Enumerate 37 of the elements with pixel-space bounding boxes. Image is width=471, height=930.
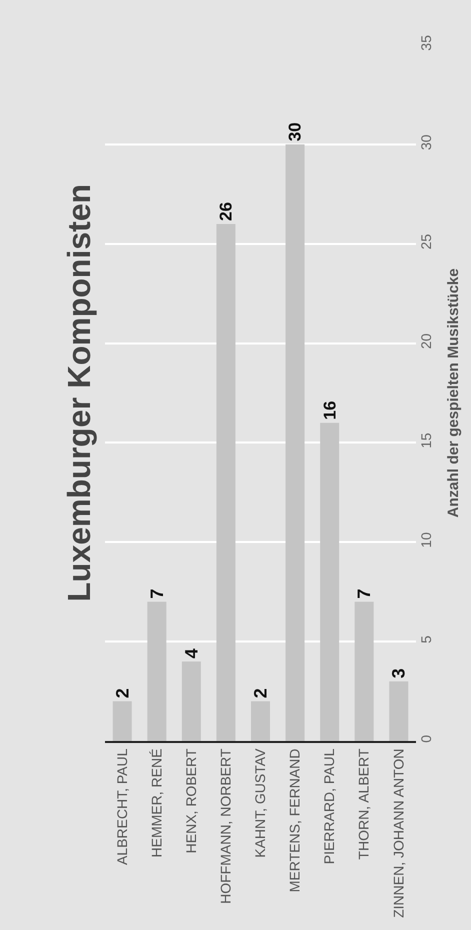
y-tick-label: 35: [418, 34, 434, 51]
y-tick-label: 30: [418, 134, 434, 150]
y-tick-label: 5: [418, 635, 434, 644]
x-tick-label: MERTENS, FERNAND: [286, 748, 303, 892]
bar: [147, 602, 166, 741]
data-label: 30: [286, 122, 305, 142]
y-tick-label: 10: [418, 532, 434, 548]
data-label: 7: [146, 588, 167, 599]
data-label: 26: [216, 202, 236, 221]
x-tick-label: HOFFMANN, NORBERT: [217, 748, 234, 904]
text: Luxemburger Komponisten: [60, 184, 97, 602]
data-label: 4: [181, 648, 202, 658]
x-tick-label: THORN, ALBERT: [356, 748, 372, 860]
y-tick-label: 25: [418, 234, 434, 250]
bar: [354, 602, 374, 741]
data-label: 16: [320, 400, 340, 420]
bar: [286, 144, 305, 741]
x-tick-label: HENX, ROBERT: [182, 748, 199, 854]
bar: [320, 422, 340, 741]
bar: [251, 701, 270, 741]
data-label: 2: [250, 688, 270, 698]
bar: [112, 701, 132, 741]
x-tick-label: PIERRARD, PAUL: [321, 748, 338, 864]
y-tick-label: 15: [418, 432, 434, 448]
x-tick-label: HEMMER, RENÉ: [148, 748, 164, 858]
y-axis-title: Anzahl der gespielten Musikstücke: [445, 268, 462, 518]
x-tick-label: ALBRECHT, PAUL: [114, 748, 130, 866]
bar: [182, 661, 201, 741]
data-label: 3: [388, 668, 409, 678]
data-label: 2: [112, 688, 132, 698]
y-tick-label: 0: [418, 734, 434, 743]
x-tick-label: ZINNEN, JOHANN ANTON: [390, 748, 406, 918]
bar: [389, 681, 408, 741]
data-label: 7: [354, 588, 374, 599]
x-tick-label: KAHNT, GUSTAV: [252, 748, 268, 858]
bar: [216, 224, 236, 741]
y-tick-label: 20: [418, 333, 434, 349]
